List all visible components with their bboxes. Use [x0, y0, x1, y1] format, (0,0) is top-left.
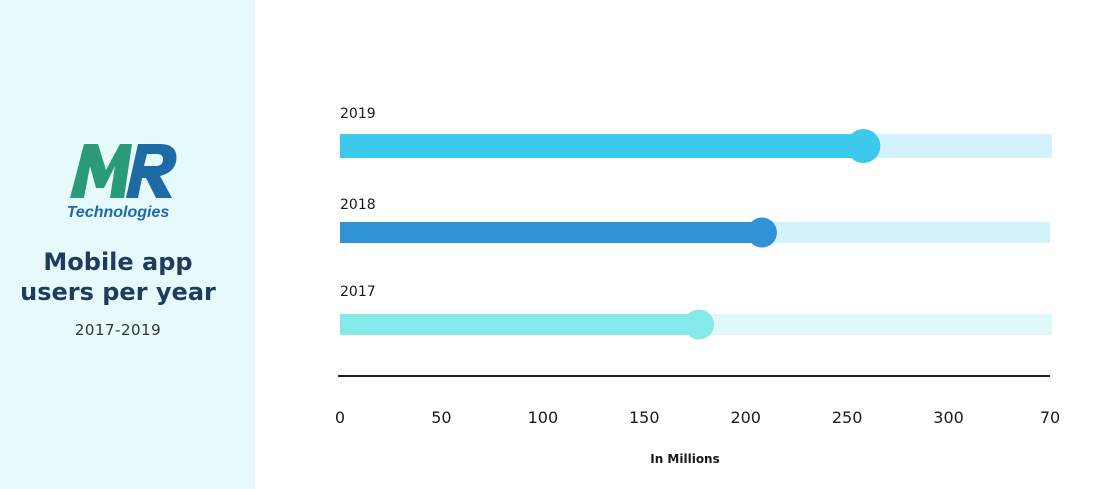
- title-line-2: users per year: [20, 278, 216, 306]
- x-tick-label: 100: [528, 408, 559, 427]
- x-tick-label: 0: [335, 408, 345, 427]
- x-tick-label: 50: [431, 408, 451, 427]
- category-label-2018: 2018: [340, 197, 376, 213]
- category-label-2019: 2019: [340, 106, 376, 122]
- x-tick-label: 200: [730, 408, 761, 427]
- title-line-1: Mobile app: [43, 248, 193, 276]
- category-label-2017: 2017: [340, 284, 376, 300]
- mr-logo-icon: [70, 144, 177, 198]
- page-title: Mobile app users per year: [10, 247, 226, 307]
- x-axis-title: In Millions: [650, 452, 720, 466]
- bar-2019: [340, 134, 864, 158]
- x-tick-label: 250: [832, 408, 863, 427]
- x-tick-label: 300: [933, 408, 964, 427]
- bar-end-marker-2017: [684, 309, 715, 340]
- company-logo: Technologies: [58, 142, 182, 224]
- bar-end-marker-2018: [746, 217, 777, 248]
- sidebar-panel: Technologies Mobile app users per year 2…: [0, 0, 255, 489]
- bar-2017: [340, 314, 700, 335]
- logo-text: Technologies: [66, 204, 170, 221]
- bar-2018: [340, 222, 762, 243]
- page-subtitle: 2017-2019: [74, 321, 162, 339]
- bar-end-marker-2019: [846, 129, 881, 163]
- x-tick-label: 70: [1040, 408, 1060, 427]
- x-tick-label: 150: [629, 408, 660, 427]
